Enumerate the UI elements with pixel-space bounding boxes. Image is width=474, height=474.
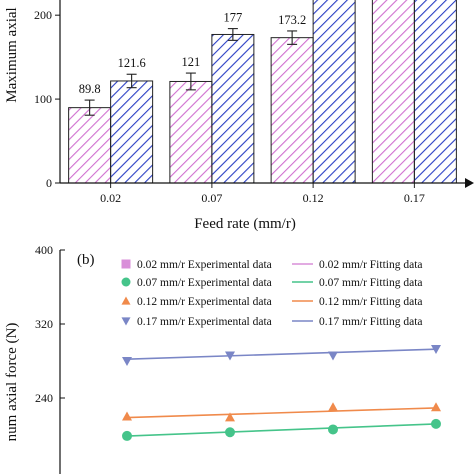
x-axis-arrow xyxy=(465,178,474,188)
bar-chart-y-axis-title: Maximum axial xyxy=(4,7,20,102)
legend-label: 0.02 mm/r Fitting data xyxy=(319,259,423,271)
legend-label: 0.17 mm/r Fitting data xyxy=(319,316,423,328)
x-tick-label: 0.07 xyxy=(201,191,222,205)
bar xyxy=(110,80,154,183)
circle-marker xyxy=(328,424,338,435)
triangle-up-marker xyxy=(431,402,441,412)
legend-label: 0.07 mm/r Fitting data xyxy=(319,277,423,289)
y-tick-label: 0 xyxy=(46,176,52,190)
x-tick-label: 0.17 xyxy=(404,191,425,205)
y-tick-label: 100 xyxy=(34,92,52,106)
triangle-down-marker xyxy=(225,351,235,361)
triangle-down-marker xyxy=(431,344,441,354)
fit-line xyxy=(126,423,437,437)
triangle-down-marker xyxy=(122,357,132,366)
data-label: 89.8 xyxy=(79,82,101,96)
y-tick-label: 240 xyxy=(35,391,53,405)
bar xyxy=(413,0,457,183)
fit-line xyxy=(126,348,437,360)
scatter-chart-panel: num axial force (N) (b) 400 320 240 0.02 m… xyxy=(4,243,441,474)
scatter-chart-axes: 400 320 240 xyxy=(35,243,65,474)
data-label: 173.2 xyxy=(278,13,306,27)
legend-label: 0.07 mm/r Experimental data xyxy=(137,277,272,289)
triangle-up-marker xyxy=(225,412,235,422)
y-tick-label: 400 xyxy=(35,243,53,257)
bar xyxy=(169,80,213,183)
triangle-down-marker xyxy=(121,317,131,326)
circle-marker xyxy=(122,430,132,441)
legend-label: 0.12 mm/r Fitting data xyxy=(319,296,423,308)
bar xyxy=(211,33,255,183)
bar-chart-bars xyxy=(68,0,457,183)
triangle-up-marker xyxy=(122,411,132,421)
triangle-up-marker xyxy=(328,402,338,412)
scatter-markers xyxy=(122,344,441,441)
triangle-up-marker xyxy=(121,296,131,305)
triangle-down-marker xyxy=(328,351,338,361)
bar-chart-data-labels: 89.8 121.6 121 177 173.2 xyxy=(79,11,307,96)
circle-marker xyxy=(121,277,131,287)
legend-label: 0.12 mm/r Experimental data xyxy=(137,296,272,308)
scatter-y-axis-title: num axial force (N) xyxy=(4,323,20,442)
scatter-fit-lines xyxy=(126,348,437,437)
y-tick-label: 200 xyxy=(34,8,52,22)
x-tick-label: 0.12 xyxy=(303,191,324,205)
data-label: 177 xyxy=(224,11,243,25)
legend-label: 0.17 mm/r Experimental data xyxy=(137,316,272,328)
circle-marker xyxy=(431,418,441,429)
bar-chart-x-axis-title: Feed rate (mm/r) xyxy=(194,216,296,232)
x-tick-label: 0.02 xyxy=(100,191,121,205)
bar xyxy=(68,107,112,183)
square-marker xyxy=(121,259,131,269)
fit-line xyxy=(126,407,437,419)
scatter-panel-label: (b) xyxy=(77,252,95,268)
y-tick-label: 320 xyxy=(35,317,53,331)
scatter-legend: 0.02 mm/r Experimental data 0.07 mm/r Exp… xyxy=(121,259,423,328)
circle-marker xyxy=(225,427,235,438)
bar xyxy=(371,0,415,183)
bar xyxy=(270,37,314,183)
bar-chart-axes: 0.02 0.07 0.12 0.17 0 100 200 xyxy=(34,0,474,205)
bar xyxy=(312,0,356,183)
legend-label: 0.02 mm/r Experimental data xyxy=(137,259,272,271)
data-label: 121.6 xyxy=(118,56,146,70)
data-label: 121 xyxy=(182,55,201,69)
